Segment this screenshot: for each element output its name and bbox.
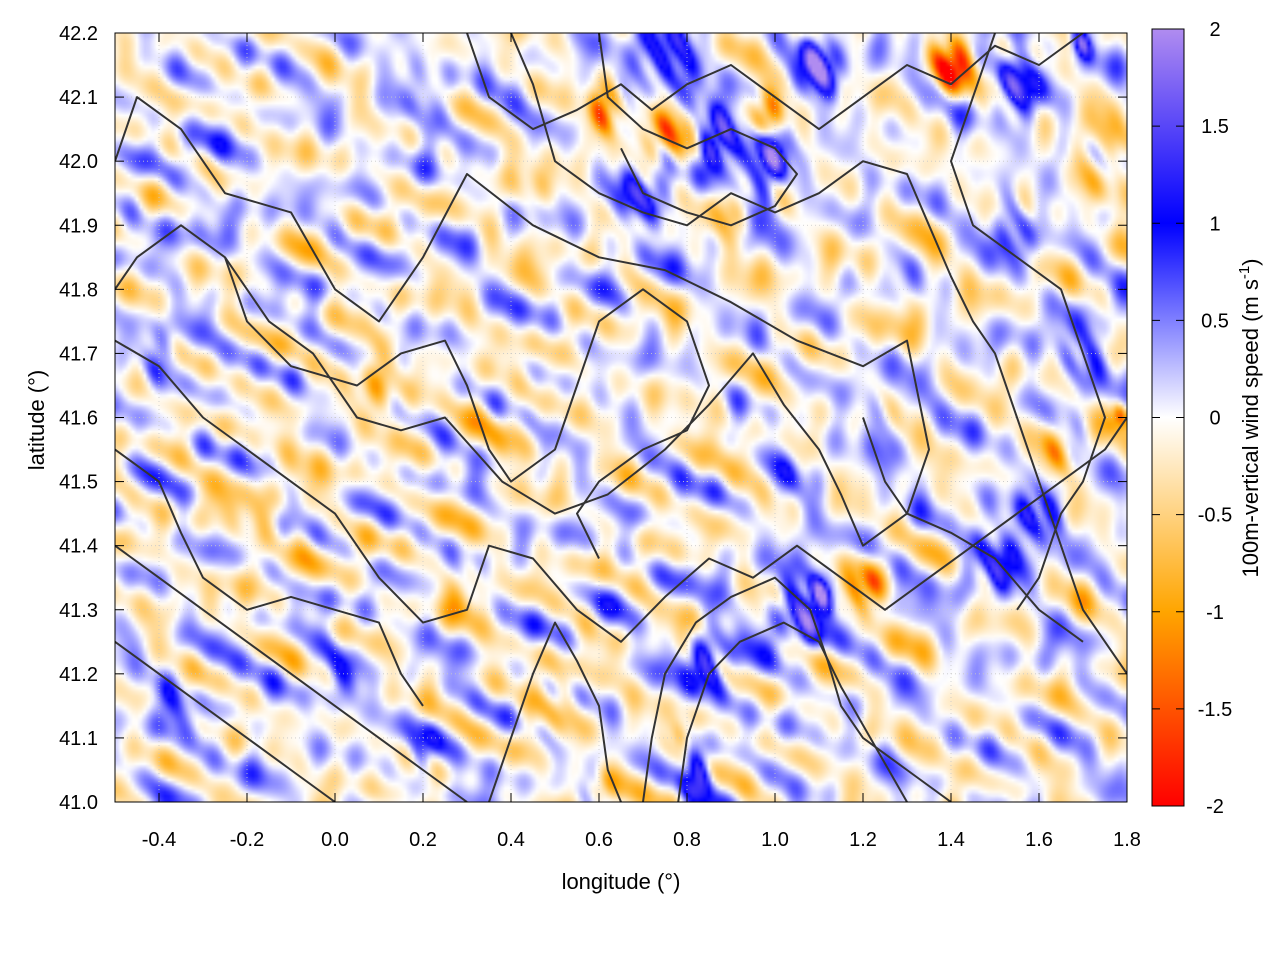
contour-line-12 bbox=[862, 417, 1084, 643]
colorbar-label: 100m-vertical wind speed (m s-1) bbox=[1236, 258, 1263, 577]
x-axis: -0.4 -0.2 0.0 0.2 0.4 0.6 0.8 1.0 1.2 1.4 1.6 1.8 bbox=[142, 33, 1141, 851]
colorbar-ticks: 2 1.5 1 0.5 0 -0.5 -1 -1.5 -2 bbox=[1152, 19, 1232, 818]
colorbar-tick-label: -2 bbox=[1206, 796, 1224, 818]
colorbar-tick-label: 1.5 bbox=[1201, 116, 1229, 138]
colorbar-tick-label: 0.5 bbox=[1201, 310, 1229, 332]
contour-line-3 bbox=[466, 33, 1084, 131]
colorbar-tick-label: 1 bbox=[1209, 213, 1220, 235]
y-tick-label: 42.0 bbox=[59, 151, 98, 173]
colorbar-tick-label: -1 bbox=[1206, 602, 1224, 624]
colorbar-tick-label: 2 bbox=[1209, 19, 1220, 41]
contour-line-4 bbox=[510, 33, 1127, 675]
contour-line-11 bbox=[598, 33, 798, 227]
y-tick-label: 41.4 bbox=[59, 536, 98, 558]
x-tick-label: 0.2 bbox=[409, 829, 437, 851]
contour-lines bbox=[115, 33, 1127, 802]
y-tick-label: 41.3 bbox=[59, 600, 98, 622]
contour-line-9 bbox=[642, 576, 952, 802]
grid-lines bbox=[115, 33, 1127, 802]
x-tick-label: 1.6 bbox=[1025, 829, 1053, 851]
x-tick-label: 0.8 bbox=[673, 829, 701, 851]
x-tick-label: 0.6 bbox=[585, 829, 613, 851]
y-tick-label: 42.1 bbox=[59, 87, 98, 109]
contour-line-0 bbox=[115, 96, 930, 547]
y-tick-label: 42.2 bbox=[59, 23, 98, 45]
y-tick-label: 41.8 bbox=[59, 279, 98, 301]
x-tick-label: 1.8 bbox=[1113, 829, 1141, 851]
colorbar-label-main: 100m-vertical wind speed (m s bbox=[1238, 279, 1263, 577]
x-tick-label: -0.2 bbox=[230, 829, 264, 851]
y-tick-label: 41.6 bbox=[59, 408, 98, 430]
x-tick-label: 1.4 bbox=[937, 829, 965, 851]
contour-line-13 bbox=[115, 448, 424, 707]
contour-line-2 bbox=[224, 256, 710, 559]
contour-line-5 bbox=[950, 33, 1106, 611]
colorbar-label-sup: -1 bbox=[1236, 266, 1253, 279]
y-tick-label: 41.7 bbox=[59, 343, 98, 365]
x-tick-label: -0.4 bbox=[142, 829, 176, 851]
x-tick-label: 1.2 bbox=[849, 829, 877, 851]
contour-line-10 bbox=[677, 621, 908, 802]
contour-line-6 bbox=[115, 544, 468, 802]
colorbar: 2 1.5 1 0.5 0 -0.5 -1 -1.5 -2 bbox=[1151, 19, 1232, 818]
colorbar-tick-label: -1.5 bbox=[1198, 699, 1232, 721]
colorbar-tick-label: -0.5 bbox=[1198, 505, 1232, 527]
y-tick-label: 41.5 bbox=[59, 472, 98, 494]
y-tick-label: 41.0 bbox=[59, 792, 98, 814]
y-axis: 41.0 41.1 41.2 41.3 41.4 41.5 41.6 41.7 41.8 41.9… bbox=[59, 23, 1127, 814]
y-tick-label: 41.1 bbox=[59, 728, 98, 750]
y-tick-label: 41.2 bbox=[59, 664, 98, 686]
x-axis-label: longitude (°) bbox=[562, 869, 681, 894]
y-axis-label: latitude (°) bbox=[24, 370, 49, 471]
y-tick-label: 41.9 bbox=[59, 215, 98, 237]
plot-area bbox=[115, 33, 1127, 802]
x-tick-label: 0.0 bbox=[321, 829, 349, 851]
x-tick-label: 1.0 bbox=[761, 829, 789, 851]
contour-line-7 bbox=[115, 640, 336, 802]
x-tick-label: 0.4 bbox=[497, 829, 525, 851]
contour-line-8 bbox=[488, 621, 622, 802]
colorbar-tick-label: 0 bbox=[1209, 408, 1220, 430]
colorbar-label-end: ) bbox=[1238, 258, 1263, 265]
